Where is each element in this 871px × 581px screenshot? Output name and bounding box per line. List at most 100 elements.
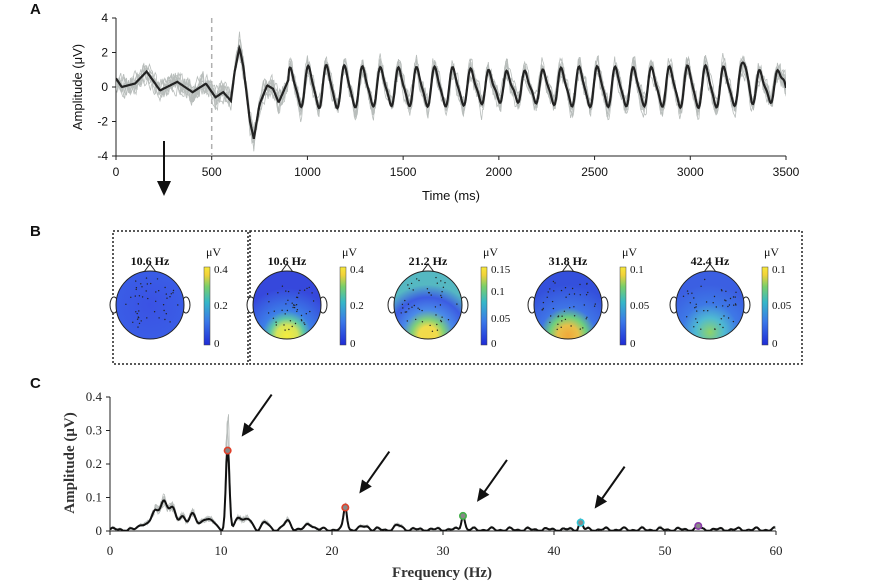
colorbar-mid-label: 0.1 [491, 286, 505, 298]
electrode-dot [293, 306, 296, 309]
colorbar-unit: μV [622, 245, 637, 259]
electrode-dot [138, 322, 141, 325]
panel-a-ylabel: Amplitude (μV) [70, 44, 85, 130]
electrode-dot [288, 328, 290, 331]
panel-c-xtick-label: 20 [326, 543, 339, 558]
panel-c-ytick-label: 0 [96, 523, 103, 538]
panel-c-peak-markers [223, 446, 703, 530]
electrode-dot [556, 328, 558, 331]
colorbar-mid-label: 0.05 [772, 300, 792, 312]
colorbar [761, 266, 769, 346]
electrode-dot [284, 313, 286, 315]
electrode-dot [402, 307, 404, 309]
peak-arrow-head [476, 487, 490, 502]
panel-a-mean-trace [116, 44, 786, 140]
electrode-dot [300, 314, 303, 317]
panel-a-ytick-label: 0 [101, 80, 108, 94]
electrode-dot [696, 321, 698, 324]
topomap-freq-label: 10.6 Hz [268, 254, 307, 268]
topomap-head [675, 270, 745, 340]
topomap-head [252, 270, 322, 340]
panel-c-xtick-label: 40 [548, 543, 561, 558]
electrode-dot [303, 289, 306, 291]
electrode-dot [693, 297, 695, 299]
electrode-dot [542, 301, 545, 304]
electrode-dot [705, 301, 708, 303]
electrode-dot [440, 320, 443, 323]
panel-c-individual-trace [110, 414, 776, 531]
electrode-dot [147, 297, 149, 300]
panel-c-individual-trace [110, 414, 776, 531]
colorbar [619, 266, 627, 346]
electrode-dot [138, 310, 140, 312]
electrode-dot [158, 290, 160, 292]
panel-c-xlabel: Frequency (Hz) [392, 565, 492, 581]
electrode-dot [137, 326, 139, 328]
topomaps: 10.6 Hz μV 0.4 0.2 0 10.6 Hz μV 0.4 0.2 0 21.2 Hz μ… [109, 245, 792, 350]
electrode-dot [165, 293, 167, 295]
electrode-dot [440, 294, 442, 297]
peak-arrow-shaft [599, 466, 626, 502]
electrode-dot [309, 310, 311, 313]
panel-c-ytick-label: 0.4 [86, 389, 103, 404]
electrode-dot [150, 282, 152, 285]
electrode-dot [135, 280, 137, 282]
panel-c-individual-trace [110, 415, 776, 531]
electrode-dot [407, 284, 409, 286]
panel-a-xtick-label: 1500 [390, 165, 417, 179]
electrode-dot [164, 286, 166, 289]
peak-arrow-shaft [364, 450, 391, 487]
electrode-dot [542, 307, 544, 310]
electrode-dot [294, 322, 297, 325]
electrode-dot [436, 323, 438, 326]
peak-marker [341, 503, 350, 512]
panel-a-individual-trace [116, 44, 786, 137]
electrode-dot [275, 321, 277, 323]
topomap: 42.4 Hz μV 0.1 0.05 0 [669, 245, 792, 350]
electrode-dot [412, 289, 414, 291]
electrode-dot [560, 326, 562, 328]
panel-a-ytick-label: -2 [97, 115, 108, 129]
electrode-dot [444, 282, 446, 284]
electrode-dot [552, 307, 555, 310]
electrode-dot [408, 308, 410, 310]
electrode-dot [682, 295, 685, 297]
electrode-dot [287, 299, 289, 301]
electrode-dot [421, 309, 423, 312]
colorbar-unit: μV [483, 245, 498, 259]
electrode-dot [704, 278, 706, 281]
peak-arrow [594, 466, 626, 509]
electrode-dot [306, 287, 308, 290]
electrode-dot [177, 304, 179, 306]
electrode-dot [561, 315, 563, 317]
electrode-dot [585, 294, 588, 296]
electrode-dot [554, 282, 556, 284]
electrode-dot [441, 291, 443, 293]
panel-c-axes [109, 397, 776, 532]
electrode-dot [140, 283, 142, 285]
electrode-dot [579, 294, 581, 296]
panel-c-xtick-label: 50 [659, 543, 672, 558]
electrode-dot [303, 322, 305, 324]
electrode-dot [593, 305, 596, 307]
electrode-dot [713, 295, 716, 298]
electrode-dot [431, 330, 434, 332]
electrode-dot [400, 312, 402, 314]
peak-marker [458, 511, 467, 520]
electrode-dot [541, 309, 543, 311]
electrode-dot [141, 286, 143, 288]
panel-a-individual-trace [116, 31, 786, 152]
peak-arrow [241, 394, 273, 437]
electrode-dot [720, 289, 723, 291]
colorbar-max-label: 0.1 [630, 264, 644, 276]
electrode-dot [549, 321, 551, 324]
electrode-dot [729, 297, 732, 300]
panel-c-arrows [241, 394, 626, 509]
topomap-head [115, 270, 185, 340]
electrode-dot [695, 303, 697, 305]
electrode-dot [291, 325, 293, 328]
electrode-dot [436, 282, 438, 284]
electrode-dot [172, 289, 175, 292]
peak-arrow-shaft [482, 459, 508, 495]
electrode-dot [146, 283, 148, 285]
